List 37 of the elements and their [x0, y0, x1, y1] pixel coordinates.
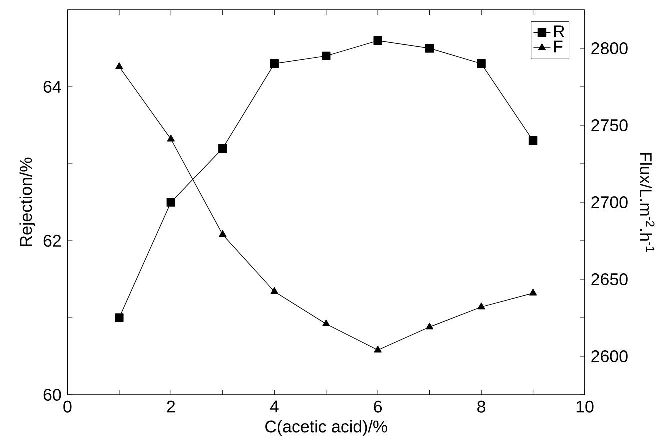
- point: [374, 36, 382, 46]
- point: [116, 62, 124, 70]
- y2-axis-title: Flux/L.m$^{-2}$.h$^{-1}$: [640, 153, 655, 252]
- point: [425, 44, 434, 53]
- y2-tick-label: 2700: [592, 196, 628, 209]
- x-axis-title: C(acetic acid)/%: [266, 420, 388, 436]
- point: [426, 323, 434, 330]
- x-tick-label: 4: [270, 400, 279, 413]
- x-tick-label: 8: [478, 400, 486, 413]
- point: [270, 60, 279, 68]
- point: [115, 314, 124, 322]
- x-tick-label: 2: [167, 400, 176, 413]
- y-tick-label: 60: [44, 389, 62, 402]
- y2-tick-label: 2800: [592, 42, 628, 55]
- y2-tick-label: 2650: [592, 274, 628, 286]
- x-tick-label: 10: [576, 400, 594, 413]
- point: [322, 52, 331, 61]
- point: [529, 289, 538, 296]
- y2-tick-label: 2600: [592, 350, 628, 363]
- x-tick-label: 0: [64, 400, 72, 413]
- point: [218, 144, 228, 154]
- point: [374, 346, 382, 353]
- point: [219, 230, 227, 238]
- point: [166, 198, 176, 207]
- point: [478, 302, 486, 310]
- point: [477, 60, 486, 68]
- y-tick-label: 62: [44, 235, 61, 248]
- y-tick-label: 64: [44, 81, 62, 94]
- y-axis-title: Rejection/%: [20, 158, 36, 246]
- point: [270, 288, 278, 294]
- legend-label: F: [554, 41, 563, 53]
- point: [167, 135, 175, 142]
- y2-tick-label: 2750: [592, 120, 628, 132]
- legend-label: R: [554, 26, 565, 38]
- point: [528, 136, 538, 146]
- point: [322, 320, 330, 327]
- x-tick-label: 6: [374, 400, 382, 413]
